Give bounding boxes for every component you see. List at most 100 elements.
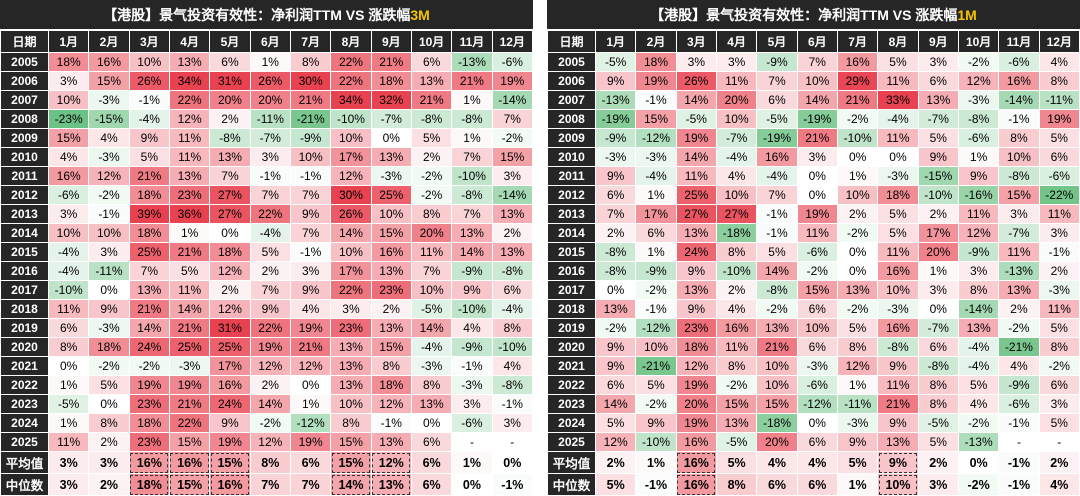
- summary-cell: 4%: [756, 451, 798, 474]
- heat-cell: 12%: [594, 432, 637, 452]
- heat-cell: -13%: [998, 261, 1040, 281]
- heat-cell: 5%: [756, 242, 798, 262]
- heat-cell: 4%: [491, 356, 534, 376]
- heat-cell: -3%: [451, 375, 493, 395]
- heat-cell: -3%: [877, 299, 919, 319]
- heat-cell: 8%: [88, 413, 130, 433]
- heat-cell: 13%: [410, 394, 453, 414]
- table-row: 2013 7% 17% 27% 27% -1% 19% 2% 5% 2% 11% 3% 11%: [547, 204, 1080, 224]
- heat-cell: 21%: [370, 52, 412, 72]
- heat-cell: 20%: [410, 223, 453, 243]
- heat-cell: 39%: [128, 204, 170, 224]
- heat-cell: 3%: [715, 52, 758, 72]
- heat-cell: 10%: [330, 242, 372, 262]
- heat-cell: 21%: [796, 128, 838, 148]
- heat-cell: 16%: [209, 375, 251, 395]
- heat-cell: 18%: [128, 223, 170, 243]
- heat-cell: -1%: [249, 166, 291, 186]
- heat-cell: -1%: [998, 109, 1040, 129]
- heat-cell: 12%: [836, 356, 879, 376]
- heat-cell: 3%: [1038, 394, 1080, 414]
- table-row: 2015 -8% 1% 24% 8% 5% -6% 0% 11% 20% -9% 11% -1%: [547, 242, 1080, 262]
- heat-cell: 1%: [836, 375, 879, 395]
- table-row: 2024 1% 8% 18% 22% 9% -2% -12% 8% -1% 0% -6% 3%: [0, 413, 534, 433]
- heat-cell: 5%: [917, 128, 959, 148]
- heat-cell: 9%: [289, 204, 332, 224]
- heat-cell: 13%: [330, 356, 372, 376]
- heat-cell: 5%: [1038, 318, 1080, 338]
- heat-cell: -4%: [957, 337, 1000, 357]
- heat-cell: 31%: [209, 318, 251, 338]
- heat-cell: 21%: [168, 242, 211, 262]
- month-header: 6月: [796, 30, 838, 53]
- year-label: 2012: [547, 185, 596, 205]
- heat-cell: -1%: [635, 299, 677, 319]
- heat-cell: 16%: [877, 261, 919, 281]
- heat-cell: 13%: [128, 280, 170, 300]
- heat-cell: 9%: [877, 356, 919, 376]
- heat-cell: 12%: [209, 299, 251, 319]
- summary-cell: 5%: [594, 473, 637, 496]
- heat-cell: 27%: [209, 185, 251, 205]
- heat-cell: -2%: [796, 261, 838, 281]
- heat-cell: 11%: [998, 242, 1040, 262]
- month-header: 12月: [1038, 30, 1080, 53]
- heat-cell: 0%: [209, 223, 251, 243]
- heat-cell: -3%: [1038, 280, 1080, 300]
- summary-cell: 7%: [289, 473, 332, 496]
- month-header: 11月: [451, 30, 493, 53]
- heat-cell: 34%: [168, 71, 211, 91]
- month-header: 2月: [88, 30, 130, 53]
- summary-cell: 3%: [47, 473, 90, 496]
- heat-cell: 19%: [675, 128, 717, 148]
- table-row: 2008 -19% 15% -5% 10% -5% -19% -2% -4% -7% -8% -1% 1…: [547, 109, 1080, 129]
- heat-cell: 13%: [715, 413, 758, 433]
- heat-cell: 19%: [491, 71, 534, 91]
- heat-cell: -6%: [451, 413, 493, 433]
- heat-cell: -21%: [635, 356, 677, 376]
- heat-cell: 18%: [675, 337, 717, 357]
- month-header: 5月: [209, 30, 251, 53]
- heat-cell: 13%: [168, 166, 211, 186]
- heat-cell: 11%: [47, 432, 90, 452]
- heat-cell: 6%: [756, 90, 798, 110]
- header-row: 日期 1月 2月 3月 4月 5月 6月 7月 8月 9月 10月 11月 12月: [0, 30, 534, 53]
- heat-cell: -19%: [594, 109, 637, 129]
- heat-cell: 3%: [491, 166, 534, 186]
- heat-cell: 23%: [128, 394, 170, 414]
- heat-cell: 18%: [877, 185, 919, 205]
- heat-cell: 22%: [249, 318, 291, 338]
- heat-cell: 2%: [917, 204, 959, 224]
- month-header: 4月: [715, 30, 758, 53]
- heat-cell: -8%: [594, 261, 637, 281]
- heat-cell: 21%: [128, 299, 170, 319]
- heat-cell: -9%: [451, 261, 493, 281]
- heat-cell: 21%: [289, 90, 332, 110]
- heat-cell: 11%: [1038, 204, 1080, 224]
- heat-cell: -12%: [796, 394, 838, 414]
- heat-cell: -11%: [1038, 90, 1080, 110]
- heat-cell: -21%: [289, 109, 332, 129]
- heat-cell: 2%: [836, 204, 879, 224]
- heat-cell: 13%: [957, 318, 1000, 338]
- header-row: 日期 1月 2月 3月 4月 5月 6月 7月 8月 9月 10月 11月 12月: [547, 30, 1080, 53]
- summary-cell: 10%: [877, 473, 919, 496]
- heat-cell: 7%: [796, 52, 838, 72]
- heat-cell: 4%: [451, 318, 493, 338]
- summary-label: 平均值: [547, 451, 596, 474]
- summary-cell: 0%: [491, 451, 534, 474]
- heat-cell: -8%: [451, 109, 493, 129]
- heat-cell: 8%: [289, 52, 332, 72]
- heat-cell: -18%: [756, 413, 798, 433]
- summary-cell: 7%: [249, 473, 291, 496]
- heat-cell: 9%: [209, 413, 251, 433]
- heat-cell: -8%: [998, 166, 1040, 186]
- heat-cell: 10%: [330, 128, 372, 148]
- year-label: 2008: [547, 109, 596, 129]
- heat-cell: 13%: [998, 280, 1040, 300]
- heat-cell: -1%: [289, 242, 332, 262]
- table-row: 2022 1% 5% 19% 19% 16% 2% 0% 13% 18% 8% -3% -8%: [0, 375, 534, 395]
- heat-cell: 2%: [1038, 261, 1080, 281]
- heat-cell: -11%: [249, 109, 291, 129]
- heat-cell: 11%: [168, 280, 211, 300]
